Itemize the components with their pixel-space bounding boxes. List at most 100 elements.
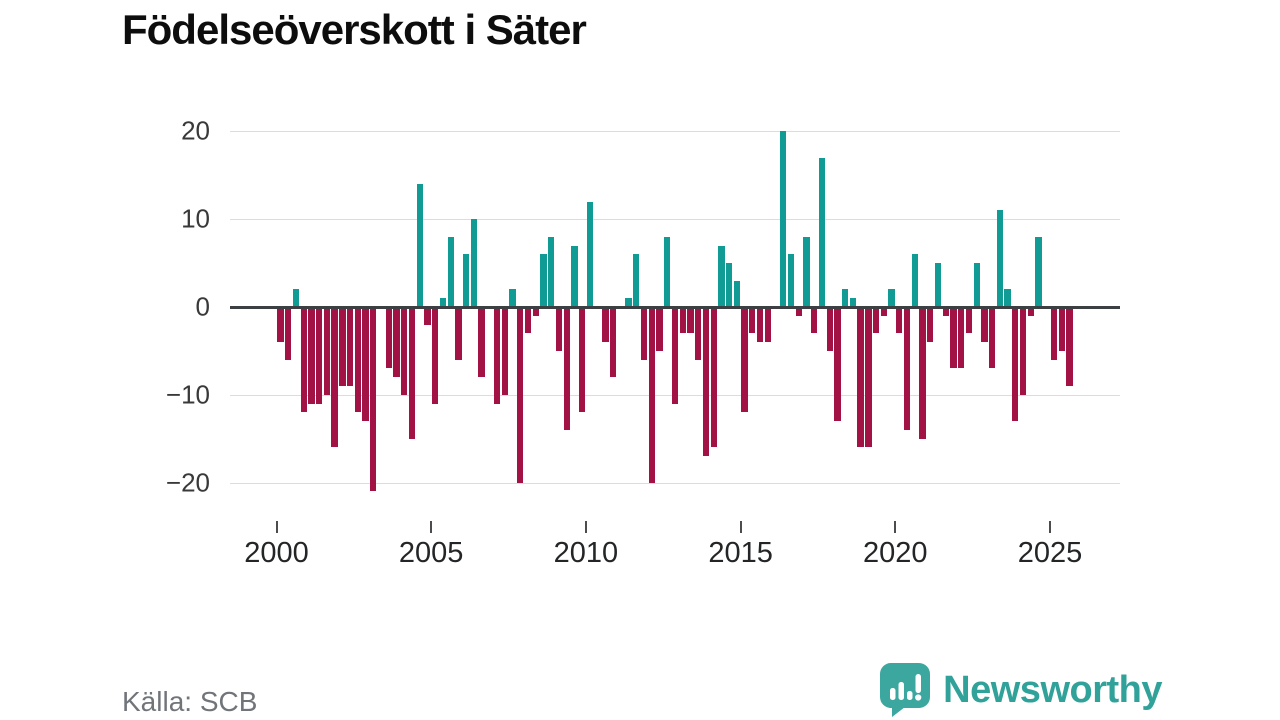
x-axis-tick-label: 2010 [553,537,619,569]
bar-negative [1066,307,1073,387]
bar-negative [424,307,431,325]
y-axis-tick-label: −10 [165,379,210,410]
y-axis-tick-label: 20 [181,115,210,146]
bar-positive [996,210,1003,307]
bar-positive [725,263,733,307]
bar-negative [609,307,617,378]
bar-negative [501,307,508,395]
bar-negative [517,307,524,483]
bar-negative [880,307,887,316]
bar-positive [842,289,849,307]
bar-negative [687,307,694,334]
bar-positive [787,254,795,307]
bar-positive [973,263,980,307]
source-note: Källa: SCB [122,686,258,717]
bar-positive [780,131,787,307]
bar-negative [811,307,818,334]
bar-negative [1012,307,1019,422]
gridline-y10 [230,219,1120,221]
bar-negative [563,307,570,430]
bar-negative [331,307,338,448]
bar-negative [749,307,756,334]
bar-negative [370,307,377,492]
bar-negative [671,307,679,404]
bar-negative [1019,307,1027,395]
bar-negative [795,307,802,316]
bar-negative [764,307,771,343]
bar-positive [540,254,547,307]
x-axis-tick-label: 2000 [244,537,309,569]
bar-positive [664,236,671,307]
bar-negative [942,307,949,316]
bar-negative [1050,307,1058,360]
bar-positive [548,236,555,307]
bar-negative [981,307,988,343]
bar-negative [756,307,764,343]
bar-negative [354,307,361,413]
bar-positive [571,245,578,307]
bar-positive [849,298,857,307]
bar-negative [478,307,485,378]
bar-positive [509,289,516,307]
bar-negative [903,307,911,430]
x-axis-tick [1049,521,1051,533]
x-axis-tick-label: 2015 [708,537,773,569]
bar-negative [602,307,609,343]
gridline-y20 [230,131,1120,133]
bar-positive [818,157,826,307]
bar-negative [362,307,369,422]
bar-negative [493,307,501,404]
newsworthy-wordmark: Newsworthy [943,668,1162,711]
bar-negative [865,307,872,448]
x-axis-tick [430,521,433,533]
bar-positive [911,254,918,307]
bar-positive [934,263,942,307]
bar-negative [300,307,307,413]
x-axis-tick [275,521,278,533]
bar-negative [316,307,323,404]
bar-positive [447,236,454,307]
bar-negative [1058,307,1065,351]
newsworthy-logo: Newsworthy [879,662,1162,718]
bar-positive [633,254,640,307]
newsworthy-bubble-icon [880,663,931,717]
bar-negative [958,307,965,369]
bar-negative [950,307,957,369]
bar-positive [416,184,423,307]
y-axis-tick-label: 10 [181,203,210,234]
bar-positive [439,298,447,307]
bar-negative [323,307,331,395]
bar-negative [965,307,973,334]
bar-negative [277,307,284,343]
bar-negative [896,307,903,334]
bar-positive [718,245,725,307]
bar-negative [872,307,880,334]
bar-negative [555,307,563,351]
bar-negative [455,307,462,360]
y-axis-tick-label: −20 [165,467,210,498]
bar-negative [927,307,934,343]
bar-positive [733,280,740,307]
x-axis-tick-label: 2025 [1017,537,1083,569]
x-axis-tick-label: 2005 [398,537,464,569]
x-axis-tick [584,521,587,533]
bar-negative [648,307,655,483]
bar-negative [346,307,354,387]
bar-negative [741,307,748,413]
x-axis-tick [739,521,742,533]
bar-negative [408,307,416,439]
bar-negative [702,307,710,457]
bar-negative [393,307,400,378]
bar-negative [656,307,663,351]
bar-positive [470,219,478,307]
gridline-y-20 [230,482,1120,484]
bar-positive [292,289,300,307]
bar-negative [919,307,926,439]
chart-title: Födelseöverskott i Säter [122,6,587,53]
bar-negative [385,307,392,369]
x-axis-tick [894,521,897,533]
bar-negative [532,307,539,316]
bar-negative [579,307,586,413]
